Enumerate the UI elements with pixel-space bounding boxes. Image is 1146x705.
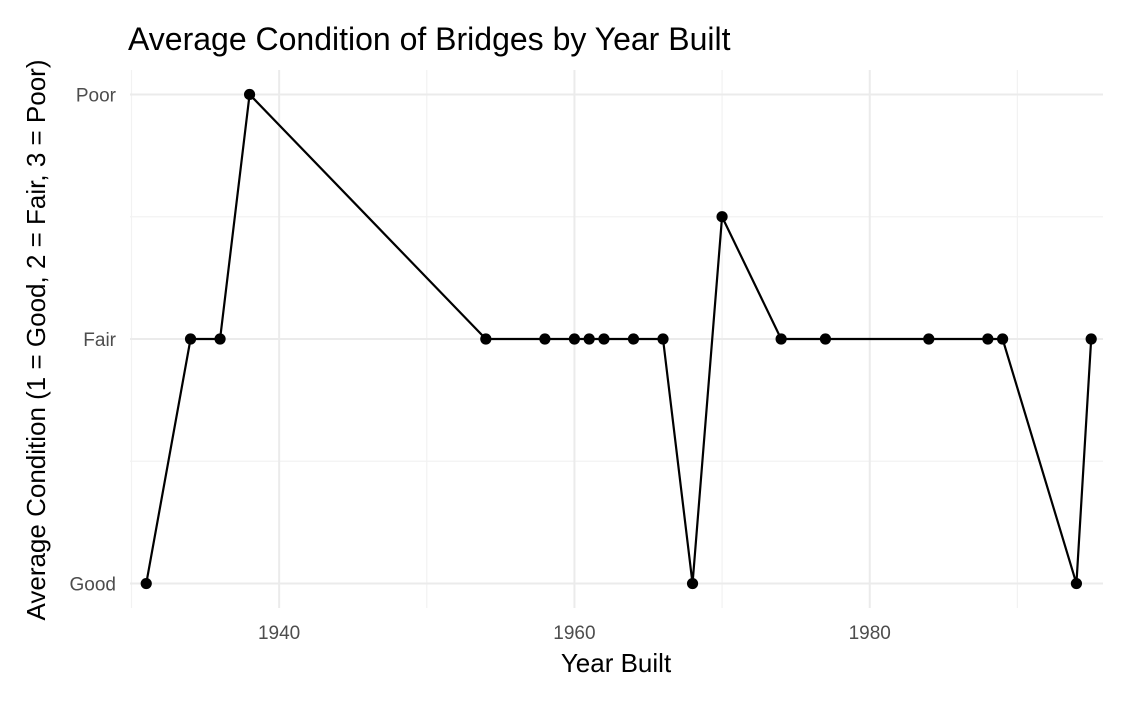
data-point	[775, 333, 787, 345]
chart-title: Average Condition of Bridges by Year Bui…	[128, 21, 731, 57]
data-point	[243, 88, 256, 101]
data-point	[598, 333, 610, 345]
data-point	[539, 333, 551, 345]
data-point	[480, 333, 492, 345]
data-point	[923, 333, 935, 345]
data-point	[819, 333, 832, 345]
data-point	[686, 577, 699, 590]
y-tick-label: Fair	[83, 330, 116, 351]
data-point	[657, 333, 669, 345]
data-point	[996, 333, 1009, 345]
data-point	[716, 211, 728, 223]
y-axis-title: Average Condition (1 = Good, 2 = Fair, 3…	[21, 59, 51, 620]
x-tick-label: 1960	[553, 623, 595, 644]
data-point	[1085, 333, 1097, 345]
x-tick-label: 1940	[258, 623, 300, 644]
data-point	[568, 333, 581, 345]
series-line	[145, 93, 1093, 585]
series-points-layer	[140, 88, 1097, 590]
data-point	[583, 333, 595, 345]
data-point	[982, 333, 994, 345]
series-line-layer	[145, 93, 1093, 585]
x-tick-label: 1980	[849, 623, 891, 644]
data-point	[184, 333, 197, 345]
data-point	[627, 333, 640, 345]
data-point	[214, 333, 226, 345]
x-axis-title: Year Built	[561, 648, 672, 678]
tick-labels: 1940 1960 1980 Good Fair Poor	[70, 85, 891, 644]
y-tick-label: Good	[70, 575, 116, 596]
data-point	[140, 577, 152, 590]
data-point	[1070, 577, 1083, 590]
y-tick-label: Poor	[76, 85, 117, 106]
